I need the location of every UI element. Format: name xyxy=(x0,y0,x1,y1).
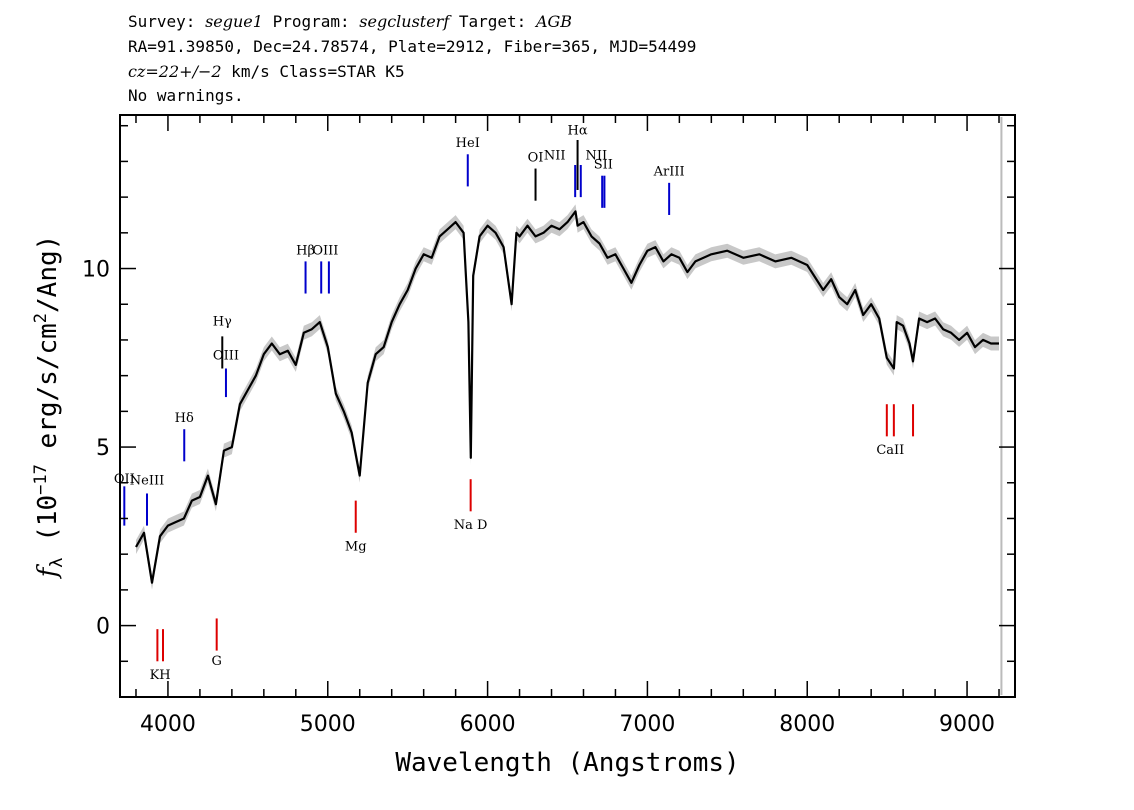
y-axis-title-exp: −17 xyxy=(31,464,51,495)
survey-value: segue1 xyxy=(205,12,263,31)
axis-ticks xyxy=(120,115,1015,698)
program-label: Program: xyxy=(262,12,360,31)
absorption-line-label: KH xyxy=(150,668,171,683)
x-axis-title: Wavelength (Angstroms) xyxy=(395,748,739,778)
absorption-line-label: G xyxy=(211,654,221,669)
header-line-2: RA=91.39850, Dec=24.78574, Plate=2912, F… xyxy=(128,37,697,56)
y-axis-title-c: /Ang) xyxy=(33,235,63,313)
emission-line-label: Hβ xyxy=(296,243,315,258)
x-tick-label: 4000 xyxy=(140,712,196,737)
x-tick-label: 6000 xyxy=(460,712,516,737)
flux-line xyxy=(135,210,999,584)
header-line-3: cz=22+/−2 km/s Class=STAR K5 xyxy=(128,62,405,82)
class-value: km/s Class=STAR K5 xyxy=(221,62,405,81)
target-value: AGB xyxy=(535,12,573,31)
emission-line-label: NII xyxy=(544,149,566,164)
x-tick-label: 5000 xyxy=(300,712,356,737)
redshift-value: cz=22+/−2 xyxy=(128,62,222,81)
y-axis-title-exp2: 2 xyxy=(31,313,51,323)
emission-line-label: SII xyxy=(594,158,613,173)
x-tick-label: 9000 xyxy=(939,712,995,737)
absorption-line-label: Mg xyxy=(345,540,367,555)
y-tick-label: 0 xyxy=(96,615,110,640)
absorption-line-label: CaII xyxy=(876,443,904,458)
program-value: segclusterf xyxy=(359,12,450,31)
emission-line-label: OIII xyxy=(213,349,239,364)
y-axis-title-sub: λ xyxy=(47,557,67,567)
plot-frame xyxy=(119,114,1016,698)
header-line-1: Survey: segue1 Program: segclusterf Targ… xyxy=(128,12,572,32)
x-tick-label: 8000 xyxy=(779,712,835,737)
absorption-line-label: Na D xyxy=(454,518,488,533)
emission-line-label: OI xyxy=(528,150,544,165)
emission-line-label: HeI xyxy=(456,136,480,151)
error-band xyxy=(136,204,999,590)
y-tick-label: 5 xyxy=(96,436,110,461)
target-label: Target: xyxy=(449,12,536,31)
y-axis-title-a: (10 xyxy=(33,495,63,558)
axis-tick-labels: 4000 5000 6000 7000 8000 9000 0 5 10 xyxy=(82,258,995,737)
emission-line-label: Hγ xyxy=(213,315,232,330)
y-tick-label: 10 xyxy=(82,258,110,283)
emission-line-label: ArIII xyxy=(653,165,685,180)
survey-label: Survey: xyxy=(128,12,206,31)
y-axis-title-b: erg/s/cm xyxy=(33,323,63,464)
emission-line-label: Hα xyxy=(568,124,588,139)
emission-line-label: Hδ xyxy=(175,411,194,426)
emission-line-label: OIII xyxy=(312,243,338,258)
emission-line-label: NII xyxy=(585,149,607,164)
emission-line-label: NeIII xyxy=(130,474,164,489)
header-line-4: No warnings. xyxy=(128,86,244,105)
y-axis-title: fλ (10−17 erg/s/cm2/Ang) xyxy=(31,235,67,580)
x-tick-label: 7000 xyxy=(619,712,675,737)
